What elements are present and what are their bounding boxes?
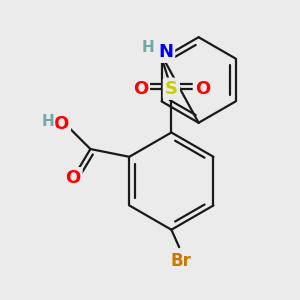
Text: O: O [195, 80, 210, 98]
Text: S: S [165, 80, 178, 98]
Text: O: O [65, 169, 80, 187]
Text: N: N [158, 43, 173, 61]
Text: O: O [54, 115, 69, 133]
Text: O: O [133, 80, 148, 98]
Text: Br: Br [171, 252, 191, 270]
Text: H: H [41, 114, 54, 129]
Text: H: H [142, 40, 154, 56]
